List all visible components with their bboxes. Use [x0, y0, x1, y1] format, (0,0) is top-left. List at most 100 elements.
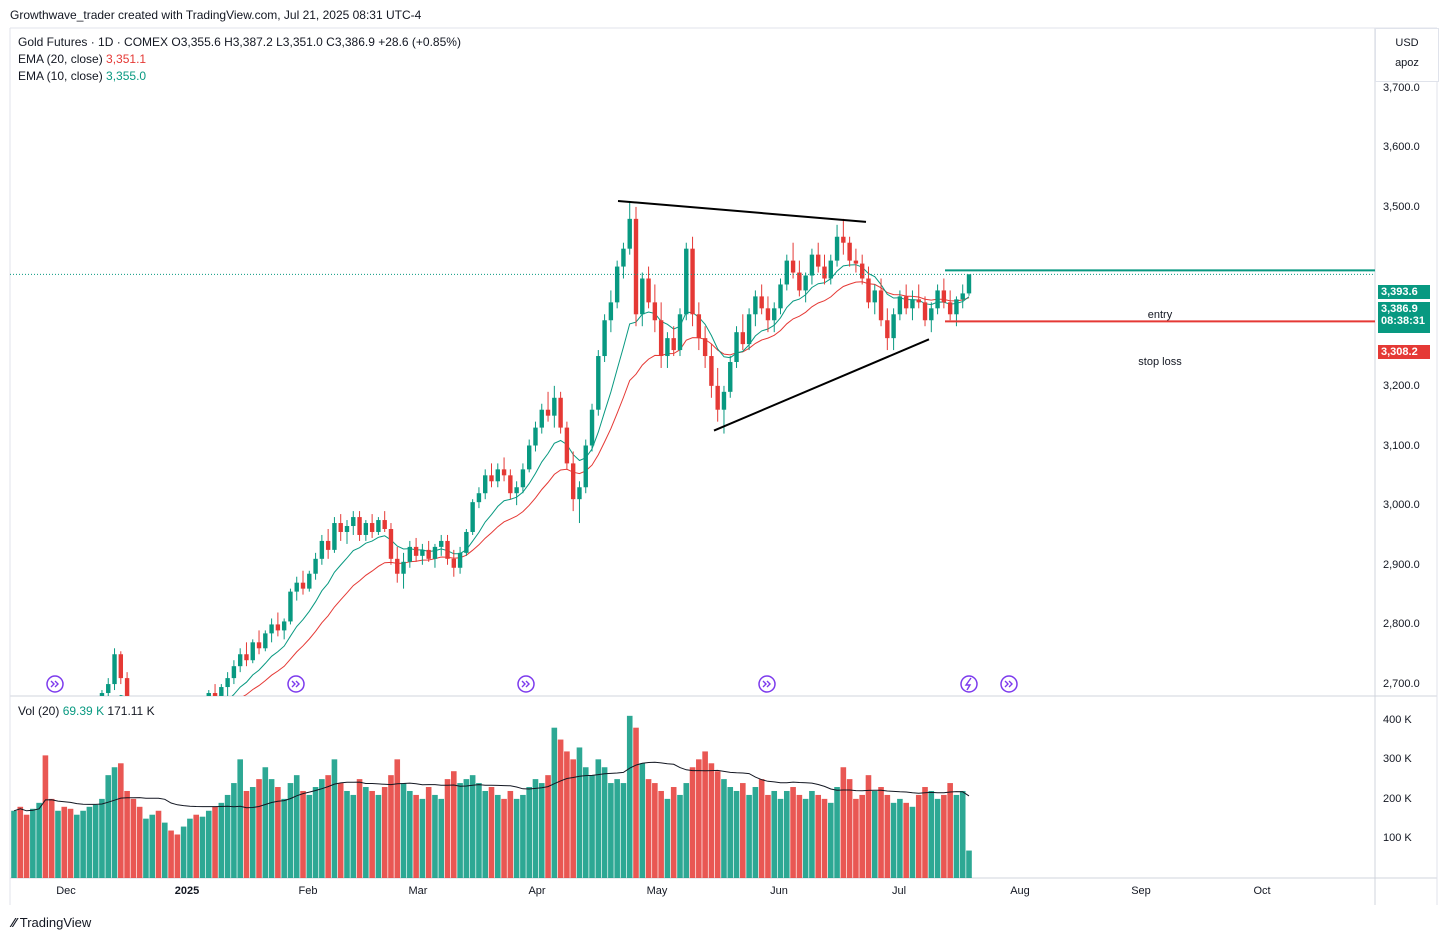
volume-legend-label: Vol (20): [18, 704, 60, 718]
volume-bar: [959, 790, 966, 878]
candle-body: [49, 717, 53, 726]
volume-bar: [564, 751, 570, 878]
volume-bar: [827, 802, 834, 878]
candle-body: [941, 290, 947, 303]
candle-body: [885, 320, 890, 339]
candle-body: [194, 711, 198, 714]
volume-bar: [381, 787, 388, 878]
volume-bar: [444, 779, 451, 878]
candle-body: [338, 523, 343, 532]
candle-body: [929, 308, 934, 321]
volume-bar: [80, 810, 86, 878]
candle-body: [809, 254, 815, 276]
volume-bar: [199, 816, 206, 878]
candle-body: [671, 338, 676, 351]
axis-settings-box[interactable]: USD apoz: [1375, 28, 1439, 82]
volume-bar: [639, 763, 646, 878]
candle-body: [539, 409, 544, 428]
price-axis-label: 3,000.0: [1383, 499, 1420, 512]
candle-body: [520, 469, 526, 488]
candle-body: [476, 493, 482, 503]
candle-body: [369, 523, 375, 532]
candle-body: [413, 546, 419, 556]
volume-legend[interactable]: Vol (20) 69.39 K 171.11 K: [18, 704, 155, 718]
candle-body: [501, 469, 507, 476]
volume-bar: [777, 798, 784, 878]
currency-label[interactable]: USD: [1395, 37, 1419, 49]
candle-body: [960, 293, 965, 300]
candle-body: [859, 263, 865, 279]
legend-ema20-row[interactable]: EMA (20, close) 3,351.1: [18, 51, 146, 68]
volume-bar: [174, 834, 181, 878]
candle-body: [401, 561, 406, 574]
candle-body: [822, 266, 827, 279]
volume-bar: [23, 814, 30, 878]
time-axis-label: Jul: [891, 885, 907, 897]
volume-bar: [300, 790, 306, 878]
volume-bar: [42, 755, 49, 878]
volume-bar: [740, 783, 746, 878]
candle-body: [947, 302, 953, 315]
volume-bar: [17, 806, 24, 878]
volume-bar: [212, 806, 218, 878]
volume-bar: [293, 775, 300, 878]
volume-bar: [193, 814, 200, 878]
candle-body: [169, 717, 173, 723]
volume-bar: [281, 798, 287, 878]
candle-body: [696, 314, 702, 339]
candle-body: [376, 520, 381, 532]
scale-mode-label[interactable]: apoz: [1395, 57, 1419, 69]
volume-bar: [469, 775, 476, 878]
candle-body: [156, 720, 160, 726]
volume-bar: [419, 798, 426, 878]
volume-legend-v2: 171.11 K: [107, 704, 155, 718]
candle-body: [31, 723, 35, 738]
volume-bar: [652, 783, 658, 878]
volume-bar: [595, 759, 602, 878]
volume-bar: [55, 810, 61, 878]
candle-body: [439, 540, 444, 547]
volume-bar: [243, 790, 250, 878]
volume-bar: [570, 759, 576, 878]
candle-body: [916, 299, 921, 303]
candle-body: [163, 717, 167, 726]
candle-body: [589, 409, 595, 446]
candle-body: [608, 302, 614, 321]
volume-bar: [92, 804, 99, 878]
candle-body: [677, 314, 683, 351]
candle-body: [24, 726, 28, 738]
volume-bar: [363, 787, 369, 878]
volume-bar: [538, 783, 545, 878]
economic-event-icon: [517, 675, 535, 693]
volume-bar: [74, 814, 80, 878]
volume-bar: [438, 798, 445, 878]
candle-body: [602, 320, 607, 357]
volume-bar: [834, 787, 840, 878]
candle-body: [99, 693, 105, 696]
time-axis-label: Apr: [528, 885, 546, 897]
entry-annotation[interactable]: entry: [1147, 309, 1173, 321]
candle-body: [275, 624, 281, 631]
volume-bar: [878, 787, 884, 878]
candle-body: [445, 540, 450, 559]
volume-bar: [620, 783, 627, 878]
legend-symbol[interactable]: Gold Futures · 1D · COMEX: [18, 35, 169, 49]
volume-bar: [890, 802, 897, 878]
candle-body: [903, 296, 909, 309]
chart-byline: Growthwave_trader created with TradingVi…: [10, 8, 422, 22]
volume-bar: [111, 767, 118, 878]
economic-event-icon: [287, 675, 305, 693]
legend-ema10-row[interactable]: EMA (10, close) 3,355.0: [18, 68, 146, 85]
time-axis-label: Feb: [298, 885, 318, 897]
candle-body: [646, 278, 651, 303]
candle-body: [966, 274, 972, 294]
tradingview-logo[interactable]: ⁄⁄ TradingView: [12, 915, 91, 930]
volume-bar: [783, 790, 790, 878]
candle-body: [464, 531, 469, 553]
stop-loss-annotation[interactable]: stop loss: [1138, 356, 1182, 368]
candle-body: [281, 621, 287, 631]
dividend-event-icon: [960, 675, 978, 693]
volume-bar: [922, 787, 928, 878]
lightning-icon: [964, 677, 972, 691]
